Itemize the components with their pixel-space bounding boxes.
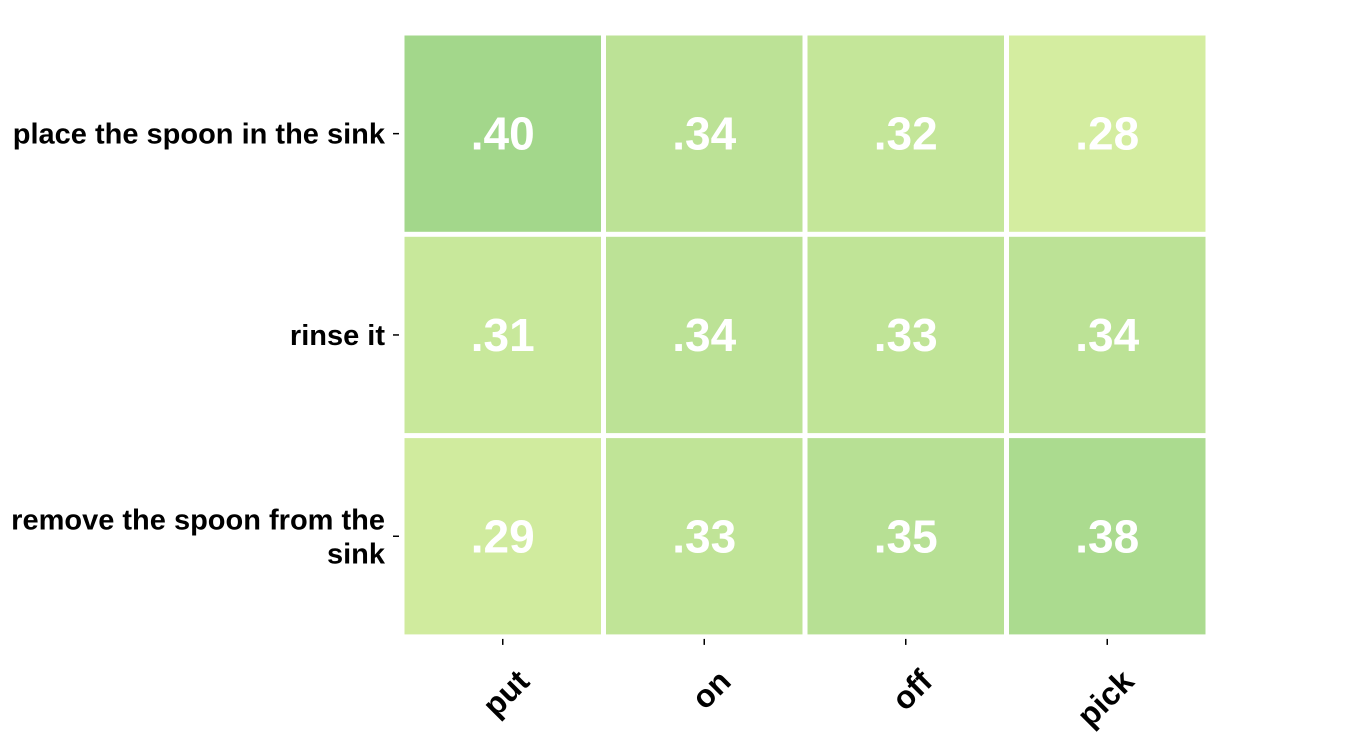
column-label-0: put <box>475 663 536 724</box>
cell-value-r0-c3: .28 <box>1075 108 1139 160</box>
heatmap-cell-r2-c2 <box>807 438 1004 635</box>
row-labels: place the spoon in the sink rinse it remov… <box>11 119 399 570</box>
heatmap-cell-r2-c0 <box>404 438 601 635</box>
heatmap-cell-r2-c1 <box>606 438 803 635</box>
heatmap-cell-r2-c3 <box>1009 438 1206 635</box>
heatmap-cell-r0-c0 <box>404 35 601 232</box>
cell-value-r1-c0: .31 <box>471 309 535 361</box>
cell-value-r0-c0: .40 <box>471 108 535 160</box>
heatmap-cell-r1-c1 <box>606 236 803 434</box>
cell-value-r2-c1: .33 <box>672 510 736 562</box>
heatmap-cell-r0-c1 <box>606 35 803 232</box>
cell-value-r0-c2: .32 <box>874 108 938 160</box>
cell-value-r0-c1: .34 <box>672 108 736 160</box>
column-labels: put on off pick <box>475 638 1141 734</box>
column-label-3: pick <box>1070 663 1141 734</box>
cell-value-r1-c3: .34 <box>1075 309 1139 361</box>
heatmap-cell-r1-c0 <box>404 236 601 434</box>
cell-value-r2-c3: .38 <box>1075 510 1139 562</box>
cell-value-r2-c2: .35 <box>874 510 938 562</box>
row-label-1: rinse it <box>290 320 385 352</box>
column-label-2: off <box>885 663 940 718</box>
column-label-1: on <box>685 663 738 716</box>
row-label-2: remove the spoon from the sink <box>11 504 386 570</box>
heatmap-cells: .40 .34 .32 .28 .31 .34 .33 .34 .29 .33 .35 .38 <box>404 35 1206 635</box>
cell-value-r2-c0: .29 <box>471 510 535 562</box>
cell-value-r1-c1: .34 <box>672 309 736 361</box>
heatmap-cell-r0-c2 <box>807 35 1004 232</box>
heatmap-cell-r1-c3 <box>1009 236 1206 434</box>
heatmap-cell-r1-c2 <box>807 236 1004 434</box>
row-label-0: place the spoon in the sink <box>13 119 386 151</box>
heatmap-cell-r0-c3 <box>1009 35 1206 232</box>
cell-value-r1-c2: .33 <box>874 309 938 361</box>
